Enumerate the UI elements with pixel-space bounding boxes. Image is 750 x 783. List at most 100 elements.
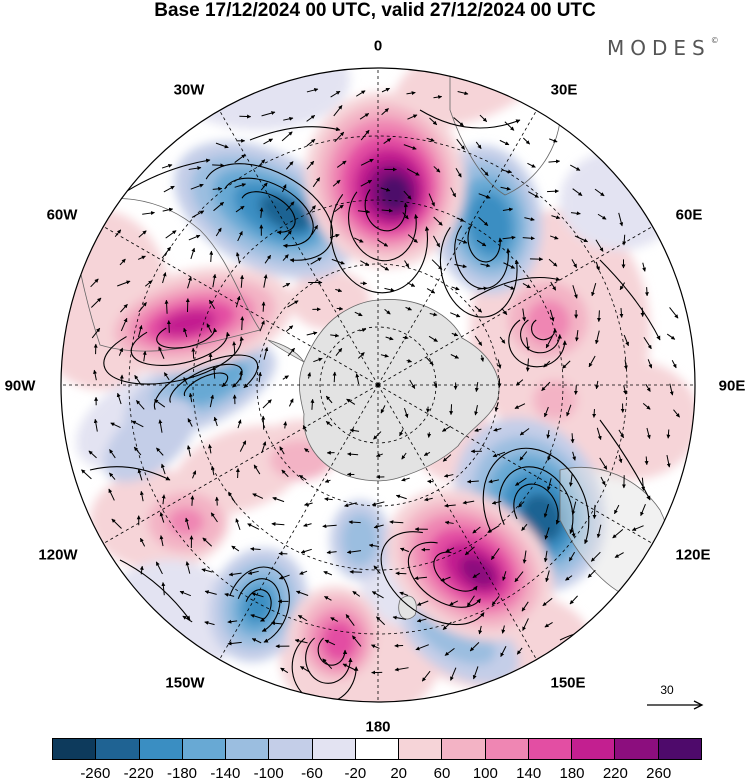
wind-arrow: [544, 527, 550, 540]
wind-arrow: [450, 312, 461, 318]
wind-arrow: [119, 258, 126, 266]
streamline: [305, 637, 353, 684]
wind-arrow: [154, 399, 166, 408]
wind-arrow: [551, 215, 561, 220]
wind-arrow: [137, 325, 143, 338]
wind-arrow: [572, 188, 583, 197]
wind-arrow: [522, 137, 531, 145]
wind-arrow: [93, 418, 98, 432]
wind-arrow: [407, 234, 418, 243]
wind-arrow: [414, 576, 427, 581]
wind-arrow: [612, 528, 624, 539]
wind-arrow: [325, 420, 333, 427]
logo-mark: ©: [710, 36, 719, 45]
wind-arrow: [271, 522, 285, 527]
meridian: [219, 110, 379, 386]
wind-arrow: [587, 569, 596, 578]
wind-arrow: [237, 231, 243, 242]
wind-arrow: [522, 283, 531, 289]
wind-arrow: [383, 138, 392, 144]
wind-arrow: [373, 431, 382, 440]
wind-arrow: [618, 429, 625, 439]
wind-arrow: [673, 409, 680, 418]
wind-arrow: [571, 259, 578, 268]
wind-arrow: [360, 129, 370, 141]
wind-arrow: [469, 642, 480, 652]
wind-arrow: [285, 201, 295, 211]
wind-arrow: [595, 261, 600, 271]
wind-arrow: [288, 398, 294, 407]
wind-arrow: [239, 440, 247, 452]
anomaly-contour: [103, 397, 197, 483]
wind-arrow: [457, 91, 469, 96]
colorbar-cell: [528, 739, 573, 759]
colorbar-cell: [485, 739, 529, 759]
wind-arrow: [543, 406, 549, 418]
wind-arrow: [380, 405, 386, 414]
wind-arrow: [161, 163, 173, 169]
wind-arrow: [272, 496, 285, 503]
wind-arrow: [474, 305, 483, 313]
wind-arrow: [116, 392, 122, 405]
wind-arrow: [190, 247, 196, 260]
wind-arrow: [312, 177, 321, 188]
wind-arrow: [426, 137, 435, 142]
wind-arrow: [190, 183, 204, 190]
colorbar-tick-label: -220: [123, 765, 154, 782]
wind-arrow: [163, 372, 170, 381]
wind-arrow: [334, 204, 344, 213]
wind-arrow: [352, 590, 361, 597]
anomaly-contour: [526, 300, 570, 344]
wind-arrow: [201, 568, 213, 573]
wind-arrow: [330, 333, 340, 338]
wind-arrow: [348, 520, 361, 525]
streamline: [469, 276, 561, 301]
wind-arrow: [270, 621, 283, 626]
wind-arrow: [185, 561, 191, 574]
colorbar-cell: [269, 739, 313, 759]
wind-arrow: [456, 138, 466, 150]
wind-arrow: [490, 548, 500, 560]
graticule: [61, 68, 695, 702]
wind-arrow: [351, 635, 362, 647]
lon-label-0: 0: [373, 37, 383, 55]
wind-arrow: [493, 427, 502, 432]
wind-arrow: [306, 138, 316, 147]
wind-arrow: [303, 523, 312, 527]
wind-arrow: [212, 163, 225, 168]
wind-arrow: [357, 209, 371, 214]
wind-arrow: [322, 658, 333, 669]
wind-arrow: [187, 418, 193, 427]
wind-arrow: [619, 282, 626, 291]
streamline: [520, 319, 562, 354]
wind-arrow: [423, 451, 431, 457]
wind-arrow: [322, 524, 337, 529]
wind-arrow: [442, 454, 452, 462]
lon-label-150w: 150W: [165, 674, 205, 692]
wind-arrow: [444, 647, 455, 656]
streamline: [454, 225, 511, 290]
wind-arrow: [282, 282, 291, 288]
anomaly-contour: [342, 514, 378, 566]
wind-arrow: [287, 347, 295, 357]
wind-arrow: [228, 572, 242, 577]
colorbar-cell: [355, 739, 400, 759]
wind-arrow: [264, 254, 272, 264]
wind-arrow: [111, 518, 122, 529]
wind-arrow: [212, 186, 223, 191]
south-america-coast: [69, 198, 261, 352]
wind-arrow: [81, 469, 92, 480]
wind-arrow: [406, 91, 416, 96]
wind-arrow: [395, 494, 407, 500]
wind-arrow: [570, 433, 575, 444]
wind-arrow: [623, 334, 629, 347]
wind-arrow: [402, 212, 409, 220]
wind-arrow: [427, 432, 432, 438]
wind-arrow: [285, 161, 294, 170]
wind-arrow: [517, 501, 525, 508]
wind-arrow: [455, 168, 462, 178]
wind-arrow: [118, 347, 123, 356]
wind-arrow: [570, 164, 581, 171]
wind-arrow: [279, 446, 285, 455]
wind-arrow: [263, 138, 273, 145]
